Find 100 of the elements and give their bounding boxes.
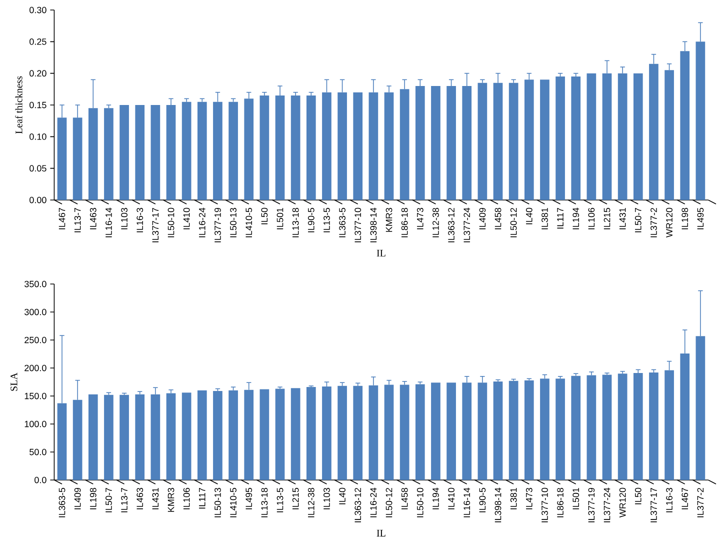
- x-tick-label: IL13-18: [292, 208, 299, 238]
- x-tick-label: IL431: [619, 208, 626, 230]
- x-axis-title: IL: [376, 250, 386, 256]
- x-tick-label: IL377-10: [354, 208, 362, 242]
- x-tick-label: IL12-38: [308, 488, 314, 518]
- bar: [556, 76, 565, 200]
- bar: [306, 95, 316, 200]
- bar: [338, 386, 347, 480]
- x-tick-label: IL410: [183, 208, 190, 230]
- y-tick-label: 0.25: [30, 38, 46, 45]
- bar: [571, 76, 581, 200]
- x-tick-label: IL16-3: [666, 488, 672, 512]
- bar: [586, 375, 596, 480]
- bar: [306, 387, 316, 480]
- x-tick-label: IL198: [682, 208, 688, 230]
- bar: [290, 388, 300, 480]
- y-tick-label: 0.15: [30, 102, 46, 108]
- x-tick-label: IL40: [339, 488, 346, 504]
- x-tick-label: IL363-5: [339, 208, 346, 238]
- x-tick-label: IL16-3: [136, 208, 144, 232]
- x-tick-label: IL473: [416, 208, 424, 230]
- bar: [508, 82, 518, 200]
- bar: [384, 384, 394, 480]
- y-tick-label: 300.0: [24, 308, 46, 316]
- y-tick-label: 350.0: [24, 280, 46, 288]
- x-tick-label: IL16-24: [370, 488, 377, 518]
- x-tick-label: IL495: [697, 208, 704, 230]
- x-tick-label: IL12-38: [432, 208, 439, 238]
- x-tick-label: IL377-10: [542, 488, 548, 522]
- y-tick-label: 0.20: [30, 70, 46, 77]
- bar: [633, 73, 643, 200]
- bar: [182, 392, 192, 480]
- x-tick-label: IL194: [432, 488, 439, 510]
- bar: [540, 378, 550, 480]
- bar: [353, 386, 363, 480]
- x-tick-label: IL463: [136, 488, 144, 510]
- bar: [104, 394, 114, 480]
- x-tick-label: IL377-19: [588, 488, 595, 522]
- x-tick-label: IL377-24: [604, 488, 610, 522]
- x-tick-label: IL106: [183, 488, 190, 510]
- y-tick-label: 0.10: [30, 133, 46, 140]
- x-tick-label: IL381: [510, 488, 517, 510]
- x-tick-label: IL215: [604, 208, 610, 230]
- y-tick-label: 200.0: [24, 364, 46, 372]
- x-tick-label: IL50: [634, 488, 642, 504]
- x-tick-label: IL103: [324, 488, 330, 510]
- y-tick-label: 100.0: [24, 420, 46, 428]
- bar: [197, 390, 207, 480]
- x-tick-label: IL50-13: [214, 488, 221, 518]
- y-tick-label: 150.0: [24, 392, 46, 400]
- x-tick-label: IL50-10: [416, 488, 424, 518]
- x-tick-label: IL16-14: [106, 208, 112, 238]
- x-tick-label: IL473: [526, 488, 532, 510]
- bar: [290, 95, 300, 200]
- x-tick-label: IL50-10: [168, 208, 174, 238]
- x-tick-label: IL13-5: [324, 208, 330, 232]
- x-tick-label: IL86-18: [557, 488, 564, 518]
- x-tick-label: IL90-5: [479, 488, 486, 512]
- x-tick-label: IL363-5: [58, 488, 66, 518]
- x-tick-label: IL377-17: [650, 488, 657, 522]
- x-tick-label: IL363-12: [354, 488, 362, 522]
- bar: [633, 373, 643, 480]
- bar: [493, 381, 503, 480]
- x-tick-label: IL50: [261, 208, 268, 224]
- bar: [571, 376, 581, 480]
- x-tick-label: IL16-24: [198, 208, 206, 238]
- bar: [415, 384, 425, 480]
- x-tick-label: IL377-19: [214, 208, 221, 242]
- bar: [478, 82, 488, 200]
- y-tick-label: 0.05: [30, 165, 46, 172]
- bar: [275, 388, 285, 480]
- bar: [166, 393, 176, 480]
- x-tick-label: IL13-5: [276, 488, 284, 512]
- bar: [150, 104, 160, 200]
- x-tick-label: IL501: [276, 208, 284, 230]
- x-tick-label: IL377-24: [464, 208, 470, 242]
- y-tick-label: 250.0: [24, 336, 46, 344]
- x-tick-label: WR120: [619, 488, 626, 518]
- x-tick-label: IL86-18: [401, 208, 408, 238]
- x-tick-label: IL363-12: [448, 208, 454, 242]
- bar: [322, 386, 332, 480]
- bar: [182, 102, 192, 200]
- bar: [88, 394, 98, 480]
- x-tick-label: IL409: [479, 208, 486, 230]
- x-tick-label: IL50-12: [386, 488, 392, 518]
- x-tick-label: IL16-14: [464, 488, 470, 518]
- bar: [400, 384, 410, 480]
- x-tick-label: IL13-7: [74, 208, 81, 232]
- bar: [556, 378, 565, 480]
- bar: [353, 92, 363, 200]
- x-axis-title: IL: [376, 530, 386, 536]
- bar: [120, 104, 129, 200]
- bar: [260, 389, 270, 480]
- x-tick-label: IL410: [448, 488, 454, 510]
- x-tick-label: IL50-7: [106, 488, 112, 512]
- bar: [228, 102, 238, 200]
- x-tick-label: IL467: [682, 488, 688, 510]
- x-tick-label: IL431: [152, 488, 159, 510]
- x-tick-label: IL398-14: [494, 488, 502, 522]
- bar: [508, 380, 518, 480]
